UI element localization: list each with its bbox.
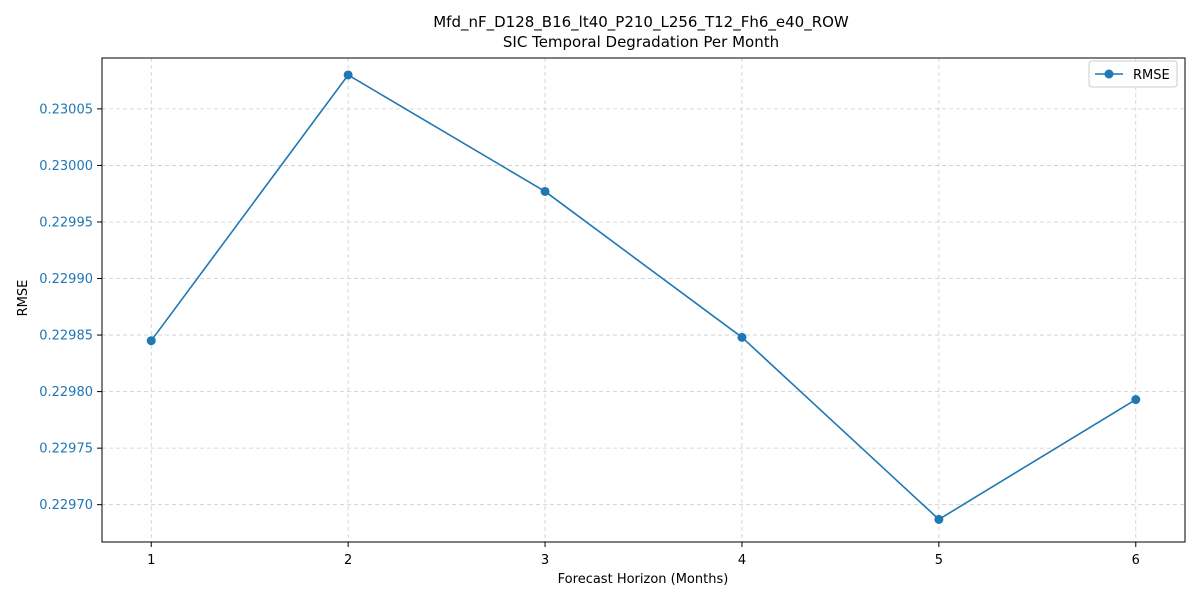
- data-point: [540, 186, 550, 196]
- series-layer: [146, 70, 1141, 524]
- legend-box: [1088, 60, 1178, 88]
- x-tick-label: 6: [1132, 553, 1140, 568]
- x-axis-label: Forecast Horizon (Months): [558, 572, 729, 587]
- chart-subtitle: SIC Temporal Degradation Per Month: [503, 33, 779, 51]
- y-tick-label: 0.23005: [39, 102, 93, 117]
- legend: RMSE: [1088, 60, 1178, 88]
- legend-marker-swatch: [1104, 69, 1114, 79]
- data-point: [934, 514, 944, 524]
- y-tick-label: 0.22995: [39, 215, 93, 230]
- data-point: [1131, 395, 1141, 405]
- x-tick-label: 4: [738, 553, 746, 568]
- chart-title: Mfd_nF_D128_B16_lt40_P210_L256_T12_Fh6_e…: [433, 13, 849, 32]
- y-tick-label: 0.23000: [39, 159, 93, 174]
- x-tick-label: 3: [541, 553, 549, 568]
- data-point: [737, 332, 747, 342]
- grid: [102, 58, 1185, 542]
- y-axis-ticks: 0.22970 0.22975 0.22980 0.22985 0.22990 0.229…: [39, 102, 102, 513]
- x-tick-label: 2: [344, 553, 352, 568]
- plot-frame: [101, 57, 1186, 543]
- x-tick-label: 5: [935, 553, 943, 568]
- y-tick-label: 0.22990: [39, 272, 93, 287]
- series-line-rmse: [150, 74, 1137, 521]
- x-axis-ticks: 1 2 3 4 5 6: [147, 542, 1140, 568]
- data-point: [343, 70, 353, 80]
- y-tick-label: 0.22975: [39, 442, 93, 457]
- y-tick-label: 0.22985: [39, 329, 93, 344]
- y-tick-label: 0.22970: [39, 498, 93, 513]
- y-tick-label: 0.22980: [39, 385, 93, 400]
- legend-label-rmse: RMSE: [1133, 68, 1170, 83]
- x-tick-label: 1: [147, 553, 155, 568]
- data-point: [146, 336, 156, 346]
- y-axis-label: RMSE: [16, 280, 31, 317]
